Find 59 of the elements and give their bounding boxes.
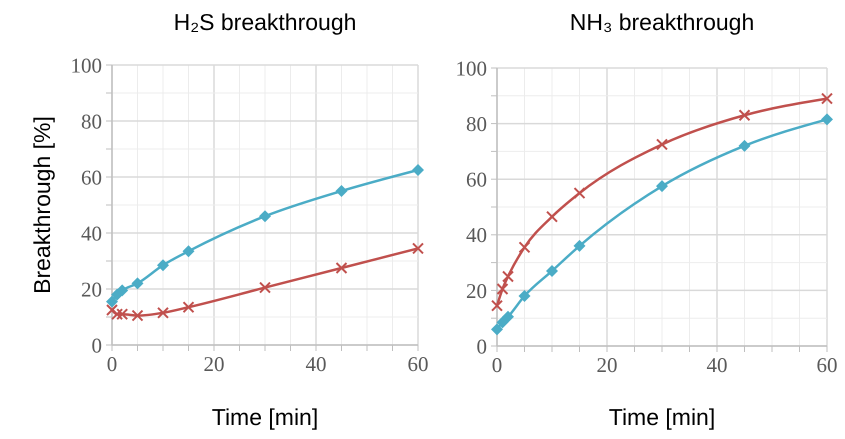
y-tick-label: 80 [466, 112, 487, 136]
point [412, 164, 424, 176]
point [738, 140, 750, 152]
point [821, 113, 833, 126]
y-tick-label: 80 [81, 109, 102, 134]
point [116, 284, 128, 296]
y-tick-label: 0 [476, 334, 487, 358]
y-tick-label: 100 [70, 53, 102, 78]
x-axis-title: Time [min] [212, 404, 318, 430]
point [491, 323, 503, 336]
chart-title: NH₃ breakthrough [570, 9, 754, 35]
x-tick-label: 0 [106, 352, 118, 376]
y-tick-label: 40 [81, 221, 102, 246]
x-tick-label: 0 [492, 353, 502, 377]
point [336, 262, 348, 274]
point [502, 270, 514, 282]
y-tick-label: 60 [81, 165, 102, 190]
point [412, 242, 424, 254]
y-tick-label: 0 [92, 333, 102, 358]
y-axis-title: Breakthrough [%] [29, 116, 55, 294]
point [106, 296, 118, 308]
x-axis-title: Time [min] [608, 404, 716, 430]
point [574, 187, 586, 200]
point [157, 306, 169, 319]
point [574, 240, 586, 252]
point [821, 92, 833, 105]
y-tick-label: 40 [466, 223, 487, 248]
y-tick-label: 100 [456, 56, 487, 80]
x-tick-label: 40 [706, 353, 728, 377]
point [157, 259, 169, 272]
point [546, 210, 558, 223]
point [106, 304, 118, 316]
x-tick-label: 20 [204, 352, 224, 376]
x-tick-label: 40 [306, 352, 326, 376]
y-tick-label: 20 [466, 278, 487, 303]
point [502, 310, 514, 323]
point [132, 277, 144, 290]
point [546, 264, 558, 277]
point [259, 210, 271, 222]
point [182, 245, 194, 258]
point [496, 316, 508, 328]
chart-title: H₂S breakthrough [174, 9, 356, 35]
point [116, 308, 128, 320]
point [656, 138, 668, 150]
x-tick-label: 20 [596, 353, 618, 377]
point [518, 290, 530, 302]
y-tick-label: 60 [466, 168, 487, 192]
y-tick-label: 20 [81, 277, 102, 302]
point [182, 301, 194, 314]
point [656, 180, 668, 192]
point [491, 300, 503, 312]
point [336, 185, 348, 197]
point [259, 282, 271, 294]
point [738, 109, 750, 122]
point [132, 310, 144, 322]
x-tick-label: 60 [816, 353, 838, 377]
point [496, 283, 508, 296]
x-tick-label: 60 [408, 352, 428, 376]
point [518, 241, 530, 254]
